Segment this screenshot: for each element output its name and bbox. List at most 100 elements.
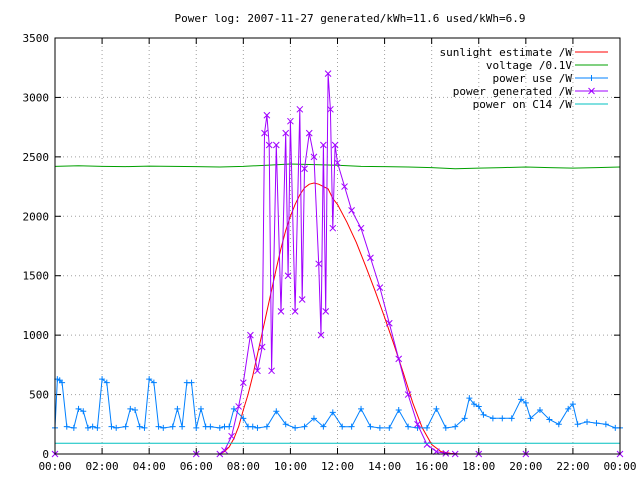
- data-point-plus: [160, 424, 167, 431]
- data-point-plus: [367, 423, 374, 430]
- data-point-plus: [127, 405, 134, 412]
- data-point-plus: [466, 395, 473, 402]
- data-point-x: [327, 105, 334, 113]
- y-tick-label: 2500: [23, 151, 50, 164]
- data-point-x: [277, 308, 285, 315]
- data-point-x: [258, 343, 266, 351]
- chart-title: Power log: 2007-11-27 generated/kWh=11.6…: [175, 12, 526, 25]
- data-point-x: [414, 420, 421, 428]
- y-tick-label: 3500: [23, 32, 50, 45]
- plot-frame: [54, 37, 621, 455]
- x-tick-label: 02:00: [86, 460, 119, 473]
- data-point-plus: [405, 423, 412, 430]
- legend-entry: power generated /W: [453, 85, 608, 98]
- legend-label: power on C14 /W: [473, 98, 573, 111]
- legend-entry: power use /W: [493, 72, 608, 85]
- data-point-plus: [207, 423, 214, 430]
- legend-label: voltage /0.1V: [486, 59, 572, 72]
- data-point-plus: [292, 424, 299, 431]
- data-point-x: [235, 403, 242, 410]
- data-point-plus: [80, 408, 87, 415]
- data-point-plus: [254, 424, 261, 431]
- x-tick-label: 06:00: [180, 460, 213, 473]
- data-point-x: [324, 70, 332, 78]
- data-point-x: [310, 153, 318, 161]
- data-point-plus: [273, 408, 280, 415]
- data-point-x: [239, 379, 247, 387]
- data-point-x: [341, 183, 348, 190]
- data-point-x: [376, 284, 384, 291]
- data-point-plus: [442, 424, 449, 431]
- data-point-x: [282, 129, 290, 137]
- data-point-plus: [89, 423, 96, 430]
- data-point-plus: [508, 415, 515, 422]
- data-point-x: [395, 355, 403, 363]
- data-point-x: [265, 141, 273, 149]
- data-point-x: [385, 319, 393, 327]
- data-point-plus: [179, 423, 186, 430]
- data-point-plus: [588, 75, 595, 81]
- data-point-x: [322, 308, 330, 315]
- legend-entry: voltage /0.1V: [486, 59, 608, 72]
- data-point-x: [228, 432, 235, 440]
- data-point-plus: [536, 407, 543, 414]
- data-point-x: [263, 111, 271, 119]
- data-point-plus: [84, 424, 91, 431]
- x-tick-label: 00:00: [38, 460, 71, 473]
- data-point-x: [320, 141, 327, 149]
- x-tick-label: 14:00: [368, 460, 401, 473]
- grid-lines: [55, 38, 620, 454]
- data-point-x: [254, 367, 261, 375]
- data-point-plus: [113, 424, 120, 431]
- series-1: [54, 163, 621, 170]
- data-point-x: [261, 129, 268, 137]
- data-point-x: [357, 224, 365, 232]
- data-point-x: [334, 159, 341, 167]
- series-0: [55, 182, 620, 455]
- data-point-plus: [471, 401, 478, 408]
- data-point-plus: [555, 421, 562, 428]
- data-point-x: [296, 105, 304, 113]
- data-point-plus: [376, 424, 383, 431]
- data-point-plus: [169, 423, 176, 430]
- data-point-x: [404, 391, 412, 398]
- data-point-plus: [146, 376, 153, 383]
- data-point-plus: [339, 423, 346, 430]
- data-point-plus: [499, 415, 506, 422]
- legend-entry: sunlight estimate /W: [440, 46, 608, 59]
- data-point-plus: [193, 424, 200, 431]
- data-point-plus: [386, 424, 393, 431]
- x-tick-label: 04:00: [133, 460, 166, 473]
- data-point-plus: [584, 418, 591, 425]
- data-point-plus: [103, 379, 110, 386]
- data-point-plus: [395, 407, 402, 414]
- y-tick-label: 2000: [23, 210, 50, 223]
- data-point-plus: [99, 376, 106, 383]
- series-3: [51, 70, 624, 458]
- data-point-x: [315, 260, 323, 268]
- data-point-plus: [263, 423, 270, 430]
- data-point-plus: [197, 405, 204, 412]
- data-point-plus: [108, 423, 115, 430]
- series-2: [52, 376, 623, 431]
- data-point-x: [367, 254, 374, 262]
- data-point-plus: [132, 407, 139, 414]
- x-tick-label: 00:00: [603, 460, 636, 473]
- data-point-x: [348, 206, 355, 214]
- data-point-x: [247, 331, 254, 339]
- y-tick-label: 0: [42, 448, 49, 461]
- x-tick-label: 08:00: [227, 460, 260, 473]
- y-tick-label: 500: [29, 389, 49, 402]
- data-point-plus: [94, 424, 101, 431]
- data-point-plus: [527, 415, 534, 422]
- data-point-plus: [216, 424, 223, 431]
- data-point-x: [442, 450, 450, 457]
- x-tick-label: 22:00: [556, 460, 589, 473]
- data-point-plus: [348, 423, 355, 430]
- axis-ticks: 0 500 1000 1500 2000 2500 3000 3500 00:00 02:00 04…: [23, 32, 637, 473]
- data-point-plus: [310, 415, 317, 422]
- data-point-plus: [63, 423, 70, 430]
- data-point-plus: [593, 420, 600, 427]
- data-point-plus: [522, 399, 529, 406]
- data-point-x: [331, 141, 339, 149]
